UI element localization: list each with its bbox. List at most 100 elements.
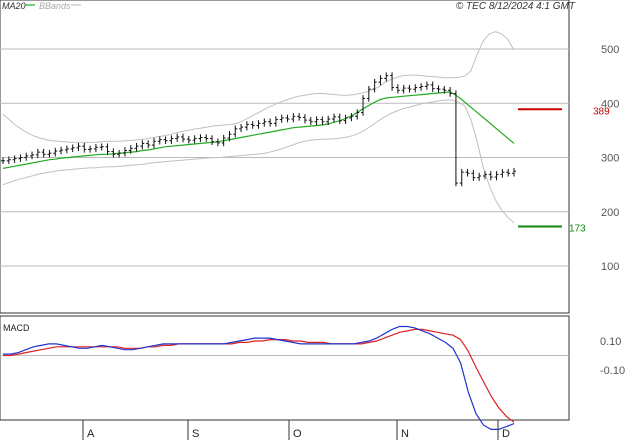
price-bar bbox=[331, 113, 336, 123]
price-bar bbox=[157, 136, 162, 145]
price-panel-border bbox=[0, 0, 570, 314]
price-bar bbox=[146, 140, 151, 149]
bollinger-bands bbox=[2, 31, 515, 224]
price-bar bbox=[512, 167, 516, 177]
price-bar bbox=[88, 145, 93, 153]
levels: 389 173 bbox=[518, 106, 610, 234]
x-tick-label: A bbox=[87, 428, 95, 440]
price-bar bbox=[192, 135, 197, 144]
ma20-path bbox=[2, 91, 515, 169]
price-bar bbox=[233, 125, 238, 138]
copyright-text: © TEC 8/12/2024 4:1 GMT bbox=[456, 1, 576, 12]
price-bar bbox=[244, 121, 249, 131]
price-bars bbox=[1, 72, 516, 187]
price-bar bbox=[453, 90, 458, 187]
price-bar bbox=[320, 116, 325, 125]
price-bar bbox=[407, 84, 412, 93]
price-bar bbox=[128, 145, 133, 154]
y-tick-labels: 100 200 300 400 500 bbox=[601, 44, 619, 273]
price-bar bbox=[273, 116, 278, 127]
price-bar bbox=[210, 135, 215, 146]
price-bar bbox=[64, 145, 69, 154]
price-bar bbox=[122, 147, 127, 157]
price-bar bbox=[204, 134, 209, 142]
price-bar bbox=[1, 157, 5, 165]
price-bar bbox=[134, 142, 139, 152]
macd-lines: 0.10 -0.10 bbox=[0, 325, 625, 430]
price-bar bbox=[419, 83, 424, 91]
price-bar bbox=[395, 84, 400, 94]
price-bar bbox=[448, 87, 453, 97]
support-label: 173 bbox=[569, 223, 586, 234]
x-tick-label: O bbox=[293, 428, 302, 440]
price-bar bbox=[175, 133, 180, 142]
grid bbox=[0, 48, 569, 267]
price-bar bbox=[494, 171, 499, 181]
macd-y-tick-label: 0.10 bbox=[600, 336, 621, 348]
price-y-tick-label: 100 bbox=[601, 261, 619, 273]
price-bar bbox=[384, 72, 389, 82]
price-bar bbox=[465, 168, 470, 177]
price-bar bbox=[239, 123, 244, 133]
price-bar bbox=[285, 114, 290, 123]
price-bar bbox=[70, 144, 75, 153]
price-bar bbox=[268, 118, 273, 127]
price-bar bbox=[436, 85, 441, 93]
price-bar bbox=[308, 116, 313, 125]
price-bar bbox=[215, 138, 220, 147]
price-bar bbox=[76, 142, 81, 152]
price-bar bbox=[140, 140, 145, 150]
macd-label: MACD bbox=[3, 323, 30, 333]
price-bar bbox=[30, 151, 35, 160]
price-bar bbox=[250, 121, 255, 129]
price-y-tick-label: 500 bbox=[601, 44, 619, 56]
price-bar bbox=[297, 113, 302, 121]
price-bar bbox=[366, 85, 371, 102]
price-bar bbox=[337, 113, 342, 124]
price-bar bbox=[93, 143, 98, 153]
price-bar bbox=[326, 115, 331, 125]
x-tick-label: D bbox=[502, 428, 510, 440]
price-bar bbox=[314, 116, 319, 125]
price-bar bbox=[361, 95, 366, 116]
price-bar bbox=[59, 146, 64, 155]
price-bar bbox=[6, 156, 11, 165]
price-bar bbox=[41, 148, 46, 158]
price-bar bbox=[372, 78, 377, 93]
price-bar bbox=[221, 134, 226, 147]
price-bar bbox=[500, 168, 505, 178]
x-tick-label: N bbox=[401, 428, 409, 440]
price-bar bbox=[378, 75, 383, 86]
price-bar bbox=[262, 118, 267, 127]
price-bar bbox=[18, 154, 23, 162]
price-bar bbox=[186, 135, 191, 144]
bbands-upper-line bbox=[2, 31, 515, 143]
bbands-lower-line bbox=[2, 99, 515, 224]
price-bar bbox=[343, 114, 348, 124]
price-y-tick-label: 400 bbox=[601, 98, 619, 110]
price-y-tick-label: 300 bbox=[601, 153, 619, 165]
price-bar bbox=[111, 148, 116, 158]
price-bar bbox=[227, 130, 232, 142]
price-bar bbox=[117, 149, 122, 158]
ma-legend-label: MA20 bbox=[2, 1, 26, 11]
x-tick-label: S bbox=[192, 428, 199, 440]
price-bar bbox=[471, 170, 476, 181]
price-bar bbox=[442, 85, 447, 94]
price-bar bbox=[477, 172, 482, 181]
price-bar bbox=[53, 147, 58, 157]
macd-y-tick-label: -0.10 bbox=[600, 365, 625, 377]
price-bar bbox=[430, 81, 435, 92]
price-bar bbox=[256, 120, 261, 129]
price-bar bbox=[302, 114, 307, 124]
price-bar bbox=[169, 135, 174, 144]
price-bar bbox=[12, 155, 17, 163]
price-bar bbox=[506, 168, 511, 177]
price-bar bbox=[424, 81, 429, 90]
price-bar bbox=[390, 72, 395, 91]
price-y-tick-label: 200 bbox=[601, 207, 619, 219]
resistance-label: 389 bbox=[593, 106, 610, 117]
price-bar bbox=[151, 138, 156, 149]
price-bar bbox=[355, 109, 360, 120]
